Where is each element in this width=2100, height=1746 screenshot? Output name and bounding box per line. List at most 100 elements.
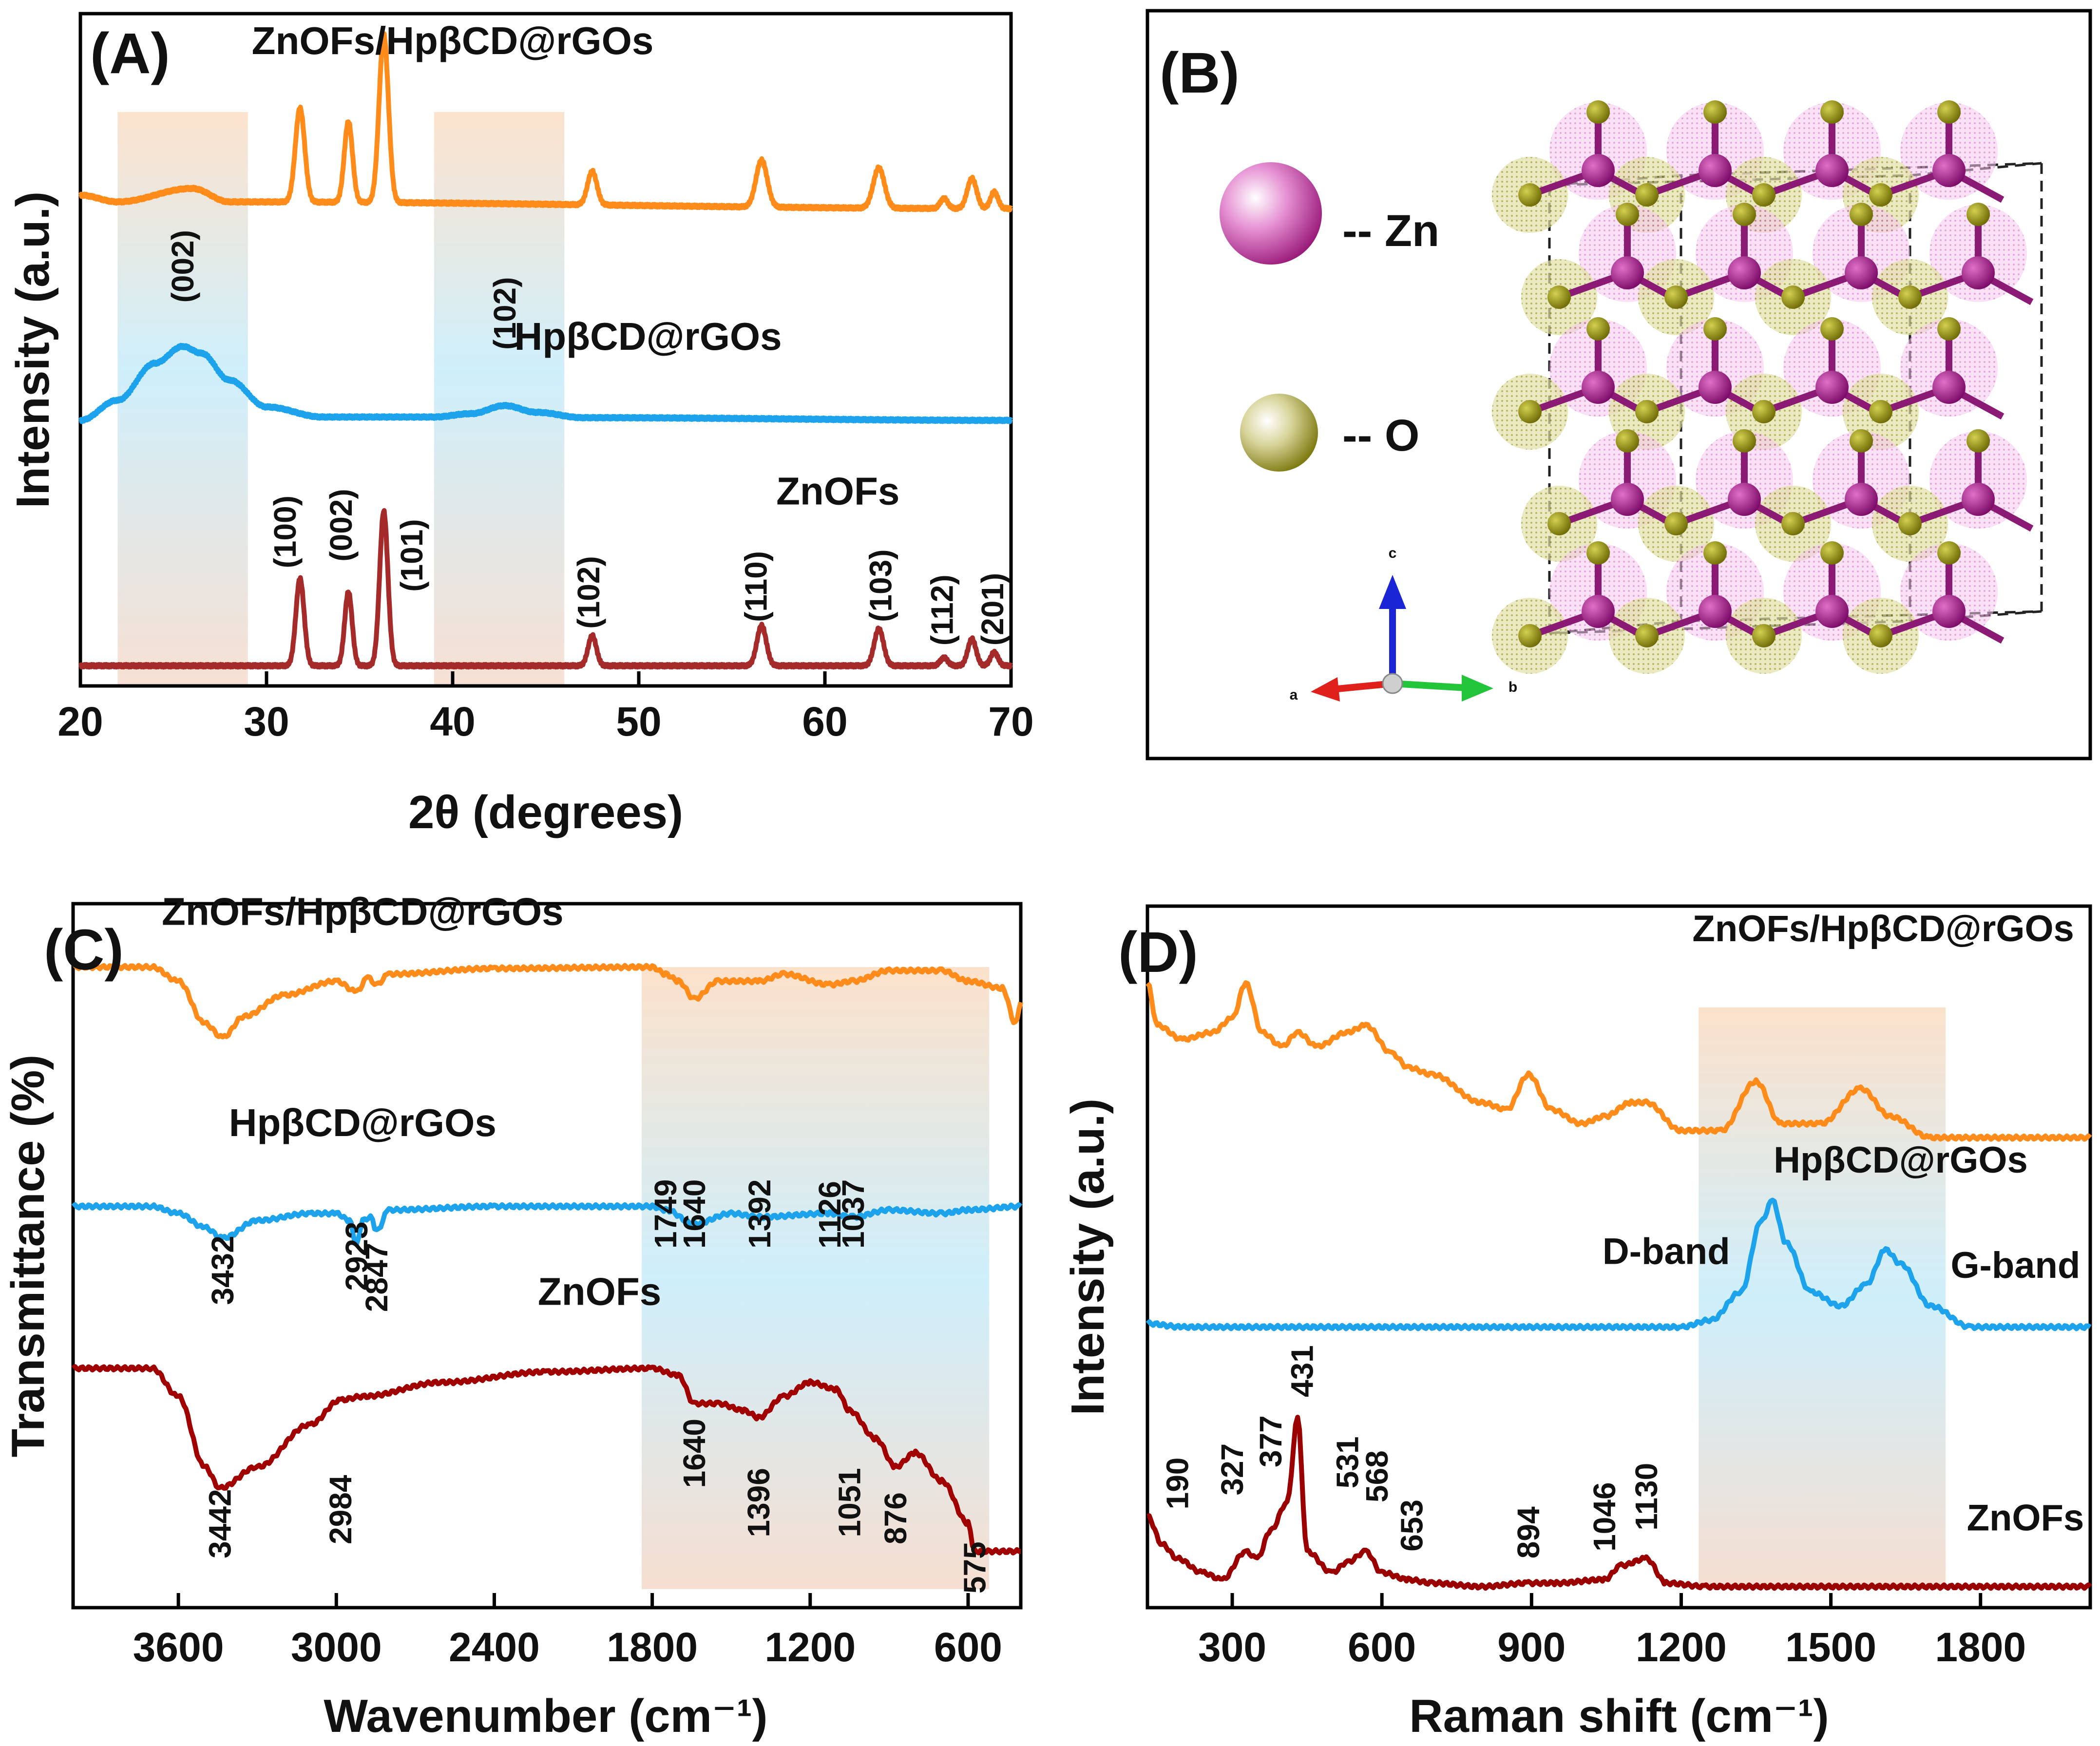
panel-a-labels: ZnOFs/HpβCD@rGOs HpβCD@rGOs ZnOFs (002) (102… [165,19,1010,645]
o-atom [1752,400,1775,423]
panel-b-frame [1145,9,2092,760]
o-atom [1518,624,1542,647]
o-atom [1937,541,1961,565]
o-atom [1616,429,1639,453]
series-label: HpβCD@rGOs [1774,1139,2028,1181]
panel-c-highlight-bands [642,967,990,1589]
peak-annotation: 1051 [832,1468,867,1537]
panel-a-x-ticks: 20 30 40 50 60 70 [57,671,1034,744]
zn-atom [1728,483,1761,516]
o-atom [1898,285,1922,309]
panel-c-x-axis-title: Wavenumber (cm⁻¹) [324,1690,767,1742]
series-label: ZnOFs/HpβCD@rGOs [1692,908,2074,949]
x-tick-label: 1800 [1935,1624,2026,1670]
peak-annotation: (110) [739,551,774,622]
c-axis-head [1379,575,1406,609]
panel-b-crystal-structure: (B) -- Zn -- O c a b [1145,9,2092,760]
o-atom [1752,183,1775,207]
series-line-1 [78,31,1013,212]
o-atom [1869,400,1892,423]
o-atom [1547,512,1571,535]
panel-d-series [1145,980,2092,1591]
x-tick-label: 50 [616,699,661,744]
o-atom [1518,400,1542,423]
o-atom [1635,183,1659,207]
series-line-3 [78,508,1013,670]
peak-annotation: (103) [863,549,898,622]
series-line-2 [1145,1197,2092,1331]
o-atom [1898,512,1922,535]
panel-d-y-axis-title: Intensity (a.u.) [1062,1099,1114,1416]
series-line-1 [1145,980,2092,1142]
series-line-2 [78,342,1013,424]
o-atom [1733,429,1756,453]
x-tick-label: 300 [1198,1624,1266,1670]
series-label: HpβCD@rGOs [229,1101,496,1144]
o-atom [1966,203,1990,226]
o-atom [1966,429,1990,453]
o-atom [1616,203,1639,226]
peak-annotation: 876 [878,1492,913,1544]
panel-c-x-ticks: 3600 3000 2400 1800 1200 600 [133,1593,1002,1670]
x-tick-label: 600 [1348,1624,1416,1670]
o-atom [1850,429,1873,453]
peak-annotation: (102) [571,556,606,628]
a-axis-head [1311,677,1340,702]
zn-atom [1611,256,1644,289]
peak-annotation: (101) [394,519,429,591]
panel-a-y-axis-title: Intensity (a.u.) [7,191,59,509]
o-atom [1869,183,1892,207]
o-atom [1733,203,1756,226]
o-atom [1820,100,1844,124]
panel-d-letter: (D) [1118,920,1198,985]
peak-annotation: 1640 [677,1419,712,1488]
peak-annotation: 2923 [339,1221,374,1291]
panel-d-raman: 300 600 900 1200 1500 1800 ZnOFs/HpβCD@rGOs Hp… [1062,904,2092,1742]
series-label: D-band [1603,1231,1730,1272]
panel-c-letter: (C) [44,918,124,982]
panel-a-frame [78,12,1013,688]
peak-annotation: 3432 [205,1235,240,1305]
peak-annotation: 431 [1284,1345,1319,1397]
zn-atom [1699,154,1732,187]
peak-annotation: 377 [1253,1415,1288,1467]
o-atom [1664,285,1688,309]
series-line-3 [71,1364,1022,1556]
panel-c-y-axis-title: Transmittance (%) [2,1055,54,1458]
c-axis-label: c [1389,545,1397,561]
x-tick-label: 1200 [764,1624,856,1670]
axes-triad: c a b [1290,545,1518,703]
peak-annotation: 894 [1511,1506,1546,1558]
peak-annotation: 653 [1394,1499,1430,1552]
x-tick-label: 1200 [1636,1624,1727,1670]
x-tick-label: 1800 [607,1624,698,1670]
peak-annotation: 531 [1330,1436,1365,1488]
peak-annotation: 1037 [836,1179,871,1249]
zn-atom [1845,483,1878,516]
series-label: ZnOFs/HpβCD@rGOs [252,19,654,62]
x-tick-label: 600 [934,1624,1002,1670]
o-atom [1869,624,1892,647]
highlight-band-1 [117,112,248,684]
series-line-3 [1146,1415,2092,1591]
o-atom [1937,100,1961,124]
peak-annotation: 1396 [741,1468,776,1537]
o-atom [1850,203,1873,226]
o-atom [1635,624,1659,647]
o-atom [1635,400,1659,423]
zn-atom [1728,256,1761,289]
o-atom [1586,317,1610,341]
o-atom [1547,285,1571,309]
panel-a-highlight-bands [117,112,565,684]
o-atom [1781,285,1805,309]
o-atom [1703,100,1727,124]
x-tick-label: 40 [430,699,475,744]
peak-annotation: 575 [957,1541,992,1594]
wurtzite-lattice [1492,100,2043,674]
x-tick-label: 60 [802,699,847,744]
panel-a-x-axis-title: 2θ (degrees) [408,786,683,838]
peak-annotation: (100) [267,495,303,568]
panel-d-labels: ZnOFs/HpβCD@rGOs HpβCD@rGOs D-band G-band Zn… [1160,908,2084,1558]
panel-a-series [78,31,1013,670]
